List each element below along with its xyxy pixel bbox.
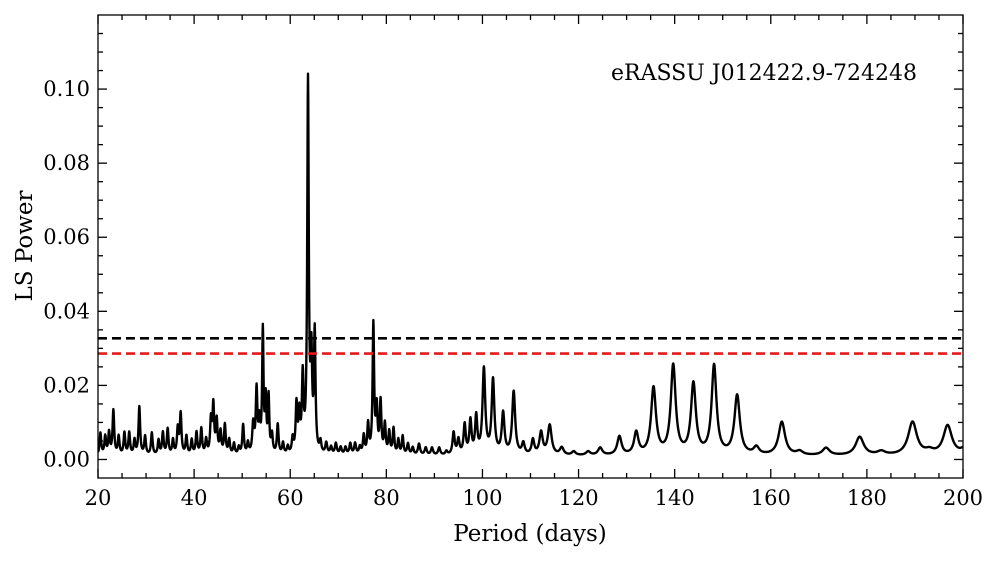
ls-power-curve <box>98 72 963 456</box>
x-tick-label: 100 <box>462 486 502 510</box>
x-tick-label: 140 <box>655 486 695 510</box>
x-tick-label: 40 <box>181 486 208 510</box>
y-tick-label: 0.04 <box>43 299 90 323</box>
source-annotation: eRASSU J012422.9-724248 <box>611 61 917 86</box>
x-tick-label: 200 <box>943 486 983 510</box>
axis-ticks: 20 40 60 80 100 120 140 160 180 200 0.00 0.02 0.04 0.… <box>43 15 983 510</box>
y-tick-label: 0.06 <box>43 225 90 249</box>
y-tick-label: 0.00 <box>43 447 90 471</box>
plot-content <box>98 72 963 456</box>
y-tick-label: 0.10 <box>43 77 90 101</box>
y-tick-label: 0.02 <box>43 373 90 397</box>
threshold-lines <box>98 337 963 355</box>
x-tick-label: 160 <box>751 486 791 510</box>
x-axis-label: Period (days) <box>453 521 606 547</box>
y-tick-label: 0.08 <box>43 151 90 175</box>
x-tick-label: 20 <box>85 486 112 510</box>
y-axis-label: LS Power <box>12 190 38 301</box>
x-tick-label: 180 <box>847 486 887 510</box>
x-tick-label: 120 <box>559 486 599 510</box>
x-tick-label: 80 <box>373 486 400 510</box>
x-tick-label: 60 <box>277 486 304 510</box>
